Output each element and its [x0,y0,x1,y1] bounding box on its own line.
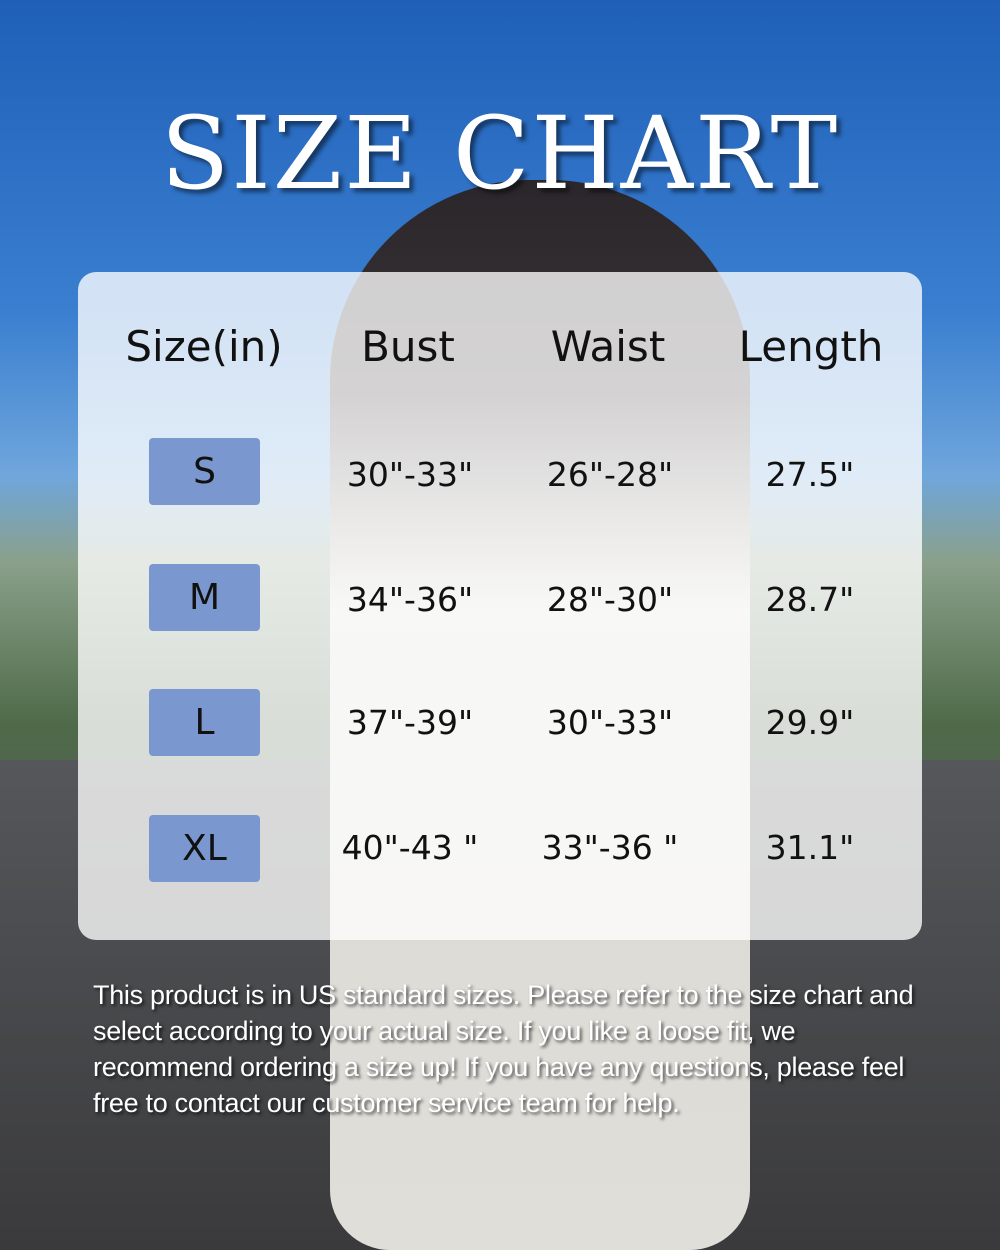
waist-value: 33"-36 " [541,828,679,867]
bust-value: 30"-33" [346,455,474,494]
size-badge: XL [149,815,260,882]
page-title: SIZE CHART [160,95,840,212]
header-length: Length [738,322,884,371]
size-note: This product is in US standard sizes. Pl… [93,980,914,1118]
header-size: Size(in) [125,322,283,371]
size-badge: M [149,564,260,631]
header-waist: Waist [550,322,666,371]
length-value: 29.9" [765,703,855,742]
bust-value: 40"-43 " [341,828,479,867]
size-badge: S [149,438,260,505]
waist-value: 30"-33" [546,703,674,742]
bust-value: 37"-39" [346,703,474,742]
header-bust: Bust [361,322,455,371]
length-value: 31.1" [765,828,855,867]
length-value: 28.7" [765,580,855,619]
bust-value: 34"-36" [346,580,474,619]
length-value: 27.5" [765,455,855,494]
waist-value: 28"-30" [546,580,674,619]
waist-value: 26"-28" [546,455,674,494]
size-badge: L [149,689,260,756]
